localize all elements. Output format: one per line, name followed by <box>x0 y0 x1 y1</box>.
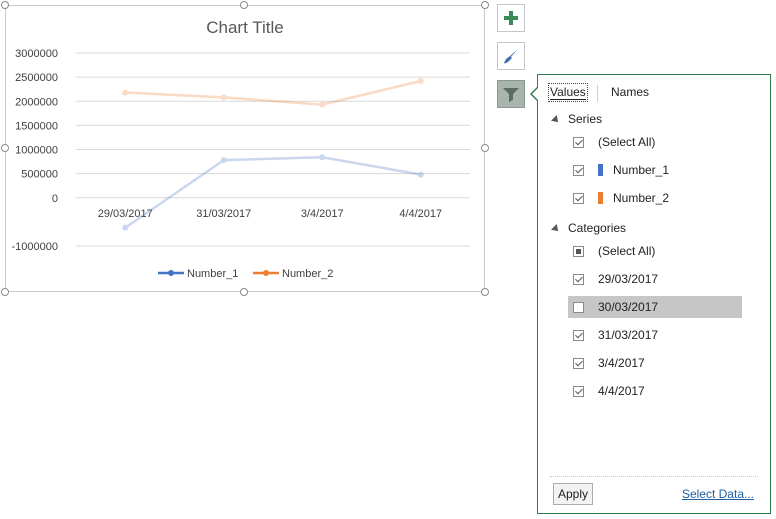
legend-marker <box>168 270 174 276</box>
series-color-swatch <box>598 192 603 204</box>
y-tick-label: 3000000 <box>15 48 58 60</box>
chart-styles-button[interactable] <box>497 42 525 70</box>
filter-item[interactable]: Number_1 <box>568 159 742 181</box>
collapse-triangle-icon <box>551 114 561 125</box>
filter-item-label: 4/4/2017 <box>598 384 645 398</box>
checkbox[interactable] <box>573 273 584 285</box>
data-point[interactable] <box>220 94 227 101</box>
plus-icon <box>504 11 518 25</box>
y-tick-label: 1000000 <box>15 145 58 157</box>
tab-names[interactable]: Names <box>611 85 650 99</box>
filter-item[interactable]: 4/4/2017 <box>568 380 742 402</box>
chart-filter-panel: Values Names Series (Select All) Number_1… <box>532 74 771 514</box>
filter-item[interactable]: 29/03/2017 <box>568 268 742 290</box>
resize-handle-top-right[interactable] <box>481 1 489 9</box>
select-data-link[interactable]: Select Data... <box>681 487 754 501</box>
checkbox[interactable] <box>573 245 584 257</box>
paintbrush-icon <box>504 49 518 64</box>
checkbox[interactable] <box>573 192 584 204</box>
data-point[interactable] <box>319 154 326 161</box>
tab-values[interactable]: Values <box>548 83 588 102</box>
filter-item[interactable]: 30/03/2017 <box>568 296 742 318</box>
chart-filters-button[interactable] <box>497 80 525 108</box>
x-tick-label: 31/03/2017 <box>196 208 251 220</box>
resize-handle-left[interactable] <box>1 144 9 152</box>
y-tick-label: 0 <box>52 193 58 205</box>
filter-item-label: Number_1 <box>613 163 670 177</box>
chart-area[interactable]: Chart Title 3000000 2500000 2000000 1500000… <box>5 5 485 292</box>
collapse-triangle-icon <box>551 223 561 234</box>
data-point[interactable] <box>417 171 424 178</box>
checkbox[interactable] <box>573 357 584 369</box>
checkbox[interactable] <box>573 301 584 313</box>
checkbox[interactable] <box>573 136 584 148</box>
y-tick-label: 1500000 <box>15 120 58 132</box>
data-point[interactable] <box>122 224 129 231</box>
series-color-swatch <box>598 164 603 176</box>
y-tick-label: -1000000 <box>12 241 59 253</box>
legend-entry[interactable]: Number_1 <box>158 268 238 280</box>
resize-handle-bottom-right[interactable] <box>481 288 489 296</box>
data-point[interactable] <box>417 77 424 84</box>
filter-item-label: 31/03/2017 <box>598 328 659 342</box>
data-point[interactable] <box>319 101 326 108</box>
series-Number_1[interactable] <box>122 154 424 231</box>
filter-item-label: 30/03/2017 <box>598 300 659 314</box>
data-point[interactable] <box>220 157 227 164</box>
chart-title[interactable]: Chart Title <box>206 18 283 37</box>
series-line[interactable] <box>124 155 421 229</box>
series-line[interactable] <box>125 79 422 106</box>
x-tick-label: 3/4/2017 <box>301 208 344 220</box>
filter-item-label: 29/03/2017 <box>598 272 659 286</box>
filter-item-label: (Select All) <box>598 244 656 258</box>
series-group-header[interactable]: Series <box>551 112 602 126</box>
resize-handle-top-left[interactable] <box>1 1 9 9</box>
filter-item[interactable]: (Select All) <box>568 131 742 153</box>
resize-handle-bottom-left[interactable] <box>1 288 9 296</box>
legend-entry[interactable]: Number_2 <box>253 268 333 280</box>
funnel-icon <box>503 88 519 102</box>
panel-divider <box>550 476 758 477</box>
checkbox[interactable] <box>573 329 584 341</box>
apply-button[interactable]: Apply <box>553 483 593 505</box>
filter-item-label: (Select All) <box>598 135 656 149</box>
y-tick-label: 2500000 <box>15 72 58 84</box>
legend-marker <box>263 270 269 276</box>
series-Number_2[interactable] <box>122 77 424 108</box>
y-tick-label: 2000000 <box>15 96 58 108</box>
filter-item-label: Number_2 <box>613 191 670 205</box>
filter-item[interactable]: 31/03/2017 <box>568 324 742 346</box>
legend-label: Number_2 <box>282 268 333 280</box>
filter-item[interactable]: (Select All) <box>568 240 742 262</box>
filter-item[interactable]: Number_2 <box>568 187 742 209</box>
categories-group-header[interactable]: Categories <box>551 221 626 235</box>
resize-handle-bottom[interactable] <box>240 288 248 296</box>
legend-label: Number_1 <box>187 268 238 280</box>
checkbox[interactable] <box>573 385 584 397</box>
line-chart: Chart Title 3000000 2500000 2000000 1500000… <box>12 18 470 280</box>
resize-handle-right[interactable] <box>481 144 489 152</box>
checkbox[interactable] <box>573 164 584 176</box>
data-point[interactable] <box>122 89 129 96</box>
y-tick-label: 500000 <box>21 169 58 181</box>
filter-item[interactable]: 3/4/2017 <box>568 352 742 374</box>
chart-elements-button[interactable] <box>497 4 525 32</box>
filter-item-label: 3/4/2017 <box>598 356 645 370</box>
x-tick-label: 29/03/2017 <box>98 208 153 220</box>
resize-handle-top[interactable] <box>240 1 248 9</box>
x-tick-label: 4/4/2017 <box>399 208 442 220</box>
